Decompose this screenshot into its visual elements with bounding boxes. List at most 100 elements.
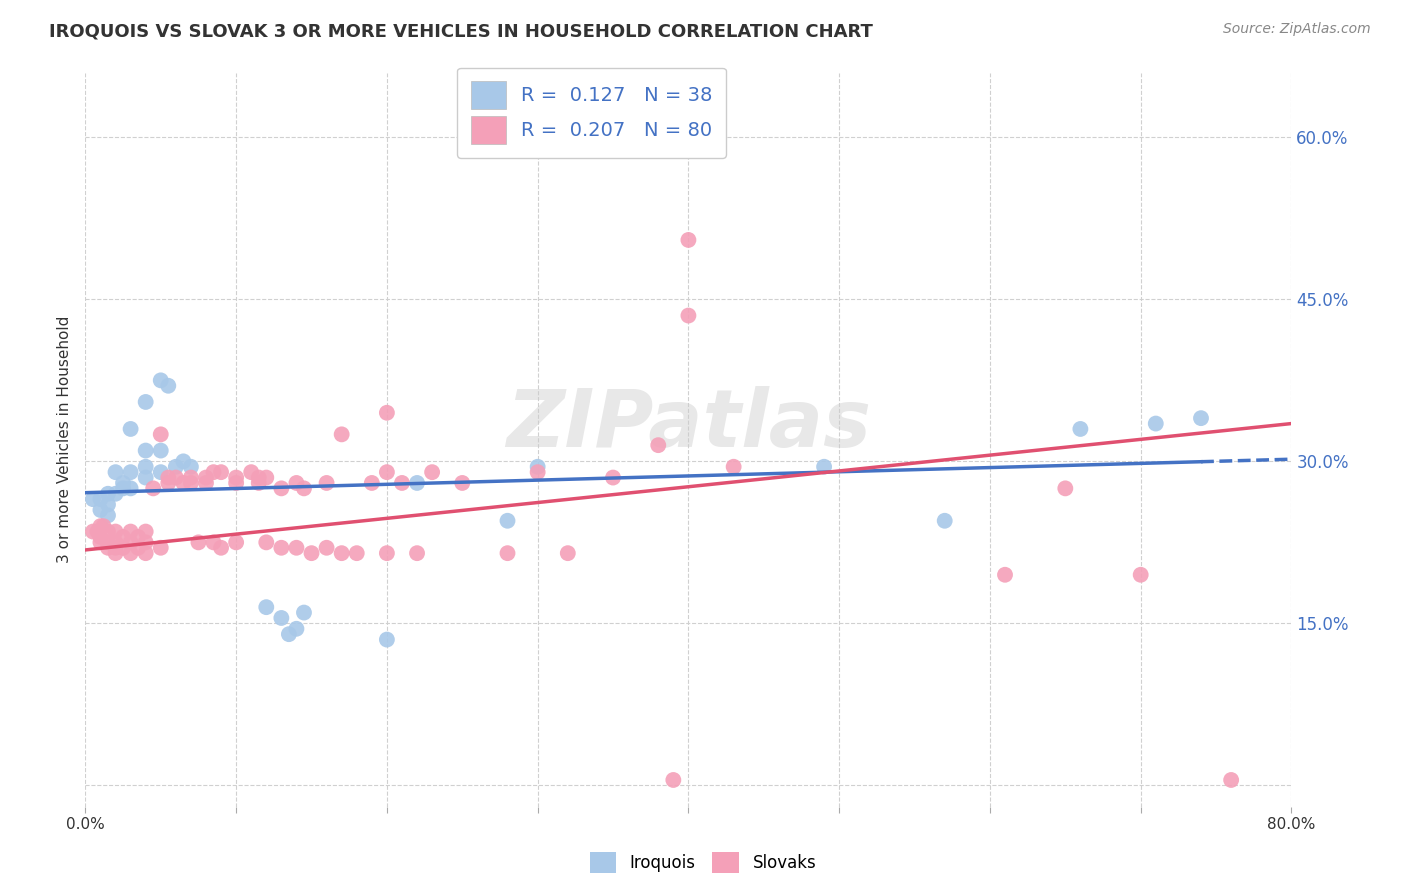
Point: [120, 524, 142, 539]
Point: [247, 470, 270, 484]
Point: [120, 535, 142, 549]
Point: [247, 475, 270, 490]
Point: [375, 465, 398, 479]
Point: [678, 233, 700, 247]
Point: [277, 627, 299, 641]
Point: [451, 475, 474, 490]
Point: [254, 535, 277, 549]
Point: [165, 459, 187, 474]
Point: [149, 427, 172, 442]
Legend: R =  0.127   N = 38, R =  0.207   N = 80: R = 0.127 N = 38, R = 0.207 N = 80: [457, 68, 725, 158]
Point: [104, 465, 127, 479]
Point: [82, 492, 104, 507]
Point: [647, 438, 669, 452]
Point: [662, 772, 685, 787]
Point: [142, 481, 165, 495]
Point: [97, 508, 120, 523]
Point: [187, 535, 209, 549]
Point: [1189, 411, 1212, 425]
Point: [496, 546, 519, 560]
Point: [330, 546, 353, 560]
Point: [149, 541, 172, 555]
Point: [195, 470, 218, 484]
Point: [82, 524, 104, 539]
Point: [225, 475, 247, 490]
Point: [813, 459, 835, 474]
Point: [292, 481, 315, 495]
Point: [157, 378, 180, 392]
Point: [135, 443, 157, 458]
Point: [602, 470, 624, 484]
Point: [292, 606, 315, 620]
Text: Source: ZipAtlas.com: Source: ZipAtlas.com: [1223, 22, 1371, 37]
Point: [1129, 567, 1152, 582]
Point: [496, 514, 519, 528]
Point: [112, 481, 135, 495]
Point: [97, 535, 120, 549]
Point: [270, 481, 292, 495]
Point: [406, 546, 429, 560]
Point: [526, 459, 548, 474]
Point: [240, 465, 263, 479]
Point: [225, 535, 247, 549]
Text: IROQUOIS VS SLOVAK 3 OR MORE VEHICLES IN HOUSEHOLD CORRELATION CHART: IROQUOIS VS SLOVAK 3 OR MORE VEHICLES IN…: [49, 22, 873, 40]
Point: [723, 459, 745, 474]
Point: [135, 470, 157, 484]
Point: [127, 541, 149, 555]
Point: [157, 475, 180, 490]
Point: [557, 546, 579, 560]
Point: [315, 475, 337, 490]
Point: [165, 470, 187, 484]
Point: [97, 487, 120, 501]
Point: [112, 541, 135, 555]
Point: [135, 546, 157, 560]
Text: ZIPatlas: ZIPatlas: [506, 386, 870, 464]
Point: [209, 465, 232, 479]
Point: [157, 470, 180, 484]
Point: [89, 530, 111, 544]
Point: [1069, 422, 1091, 436]
Point: [254, 470, 277, 484]
Point: [120, 422, 142, 436]
Point: [112, 530, 135, 544]
Point: [149, 465, 172, 479]
Point: [135, 535, 157, 549]
Point: [270, 611, 292, 625]
Point: [285, 475, 308, 490]
Point: [97, 498, 120, 512]
Legend: Iroquois, Slovaks: Iroquois, Slovaks: [583, 846, 823, 880]
Point: [526, 465, 548, 479]
Point: [172, 475, 194, 490]
Point: [375, 632, 398, 647]
Point: [202, 465, 225, 479]
Point: [285, 541, 308, 555]
Point: [180, 459, 202, 474]
Point: [180, 470, 202, 484]
Point: [104, 524, 127, 539]
Point: [202, 535, 225, 549]
Point: [346, 546, 368, 560]
Point: [180, 475, 202, 490]
Point: [285, 622, 308, 636]
Point: [104, 541, 127, 555]
Y-axis label: 3 or more Vehicles in Household: 3 or more Vehicles in Household: [58, 316, 72, 564]
Point: [127, 530, 149, 544]
Point: [420, 465, 443, 479]
Point: [89, 503, 111, 517]
Point: [135, 459, 157, 474]
Point: [86, 524, 108, 539]
Point: [135, 524, 157, 539]
Point: [391, 475, 413, 490]
Point: [112, 475, 135, 490]
Point: [120, 481, 142, 495]
Point: [1220, 772, 1243, 787]
Point: [1144, 417, 1167, 431]
Point: [934, 514, 956, 528]
Point: [93, 519, 115, 533]
Point: [209, 541, 232, 555]
Point: [120, 546, 142, 560]
Point: [172, 454, 194, 468]
Point: [375, 546, 398, 560]
Point: [104, 535, 127, 549]
Point: [104, 546, 127, 560]
